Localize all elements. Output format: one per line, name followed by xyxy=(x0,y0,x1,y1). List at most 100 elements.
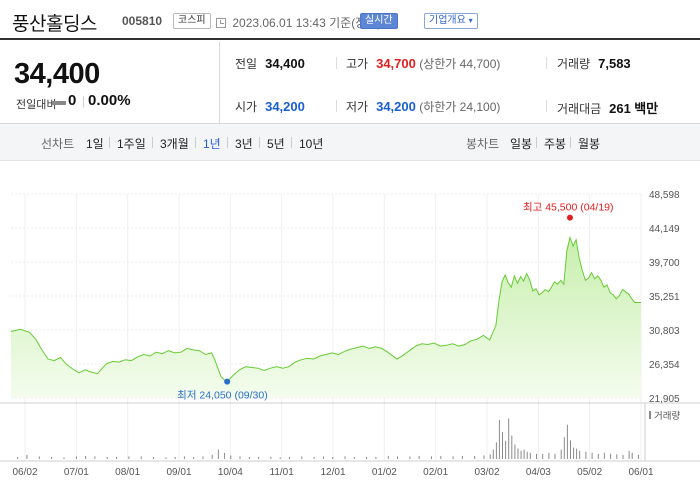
divider xyxy=(227,137,228,148)
trade-amount: 거래대금 261 백만 xyxy=(557,101,659,116)
volume-bar xyxy=(498,420,500,459)
x-tick-label: 07/01 xyxy=(64,467,89,477)
clock-icon xyxy=(216,18,226,28)
candle-monthly[interactable]: 월봉 xyxy=(578,137,601,151)
volume-bar xyxy=(631,452,633,459)
period-1w[interactable]: 1주일 xyxy=(117,137,146,151)
datetime: 2023.06.01 13:43 xyxy=(232,16,326,30)
change-value: 0 xyxy=(68,92,77,109)
volume-bar xyxy=(344,456,346,459)
volume-bar xyxy=(483,455,485,459)
volume-bar xyxy=(26,454,28,459)
volume-bar xyxy=(418,455,420,459)
period-1y[interactable]: 1년 xyxy=(203,137,221,151)
high-price: 고가 34,700 (상한가 44,700) xyxy=(346,56,501,71)
volume-bar xyxy=(474,455,476,459)
volume-bar xyxy=(508,418,510,459)
volume-bar xyxy=(17,456,19,459)
x-tick-label: 08/01 xyxy=(115,467,140,477)
volume-bar xyxy=(387,455,389,459)
volume-bar xyxy=(366,456,368,459)
y-tick-label: 44,149 xyxy=(649,224,680,235)
divider xyxy=(152,137,153,148)
divider xyxy=(219,42,220,124)
volume-bar xyxy=(116,456,117,459)
volume-bar xyxy=(489,454,491,459)
volume-bar xyxy=(128,456,130,459)
company-info-label: 기업개요 xyxy=(429,15,466,26)
volume-bar xyxy=(224,452,226,459)
y-tick-label: 39,700 xyxy=(649,258,680,269)
x-tick-label: 01/02 xyxy=(372,467,397,477)
x-tick-label: 06/02 xyxy=(12,467,37,477)
volume-bar xyxy=(566,424,568,459)
y-tick-label: 26,354 xyxy=(649,360,680,371)
volume-bar xyxy=(322,456,324,459)
volume-bar xyxy=(332,456,334,459)
company-info-button[interactable]: 기업개요 ▾ xyxy=(424,13,478,29)
low-annotation: 최저 24,050 (09/30) xyxy=(177,390,268,402)
y-tick-label: 48,598 xyxy=(649,190,680,201)
market-badge: 코스피 xyxy=(173,13,211,29)
price-line xyxy=(10,235,641,383)
chevron-down-icon: ▾ xyxy=(468,16,473,25)
volume-bar xyxy=(520,450,522,459)
price-chart[interactable]: 48,598 44,149 39,700 35,251 30,803 26,354 21,9… xyxy=(0,161,700,478)
open-price: 시가 34,200 xyxy=(235,99,305,114)
volume-bar xyxy=(409,456,411,459)
volume-bar xyxy=(431,456,432,459)
volume-bar xyxy=(610,453,612,459)
volume-bar xyxy=(353,456,355,459)
volume-bar xyxy=(529,452,531,459)
volume-bar xyxy=(165,457,167,459)
candle-daily[interactable]: 일봉 xyxy=(510,137,533,151)
volume-bar xyxy=(573,447,575,459)
low-marker xyxy=(224,378,231,385)
volume-bar xyxy=(183,456,185,459)
prev-close: 전일 34,400 xyxy=(235,56,305,71)
candle-weekly[interactable]: 주봉 xyxy=(544,137,567,151)
price-area xyxy=(11,237,641,398)
divider xyxy=(259,137,260,148)
company-name[interactable]: 풍산홀딩스 xyxy=(12,14,97,35)
volume-bar xyxy=(563,437,565,459)
high-annotation: 최고 45,500 (04/19) xyxy=(523,202,614,214)
volume-bar xyxy=(94,456,96,459)
volume-bar xyxy=(140,456,142,459)
low-price: 저가 34,200 (하한가 24,100) xyxy=(346,99,501,114)
y-axis-labels: 48,598 44,149 39,700 35,251 30,803 26,354 21,9… xyxy=(649,190,680,405)
volume-bar xyxy=(576,448,578,459)
volume-bar xyxy=(230,455,232,459)
x-tick-label: 12/01 xyxy=(320,467,345,477)
period-10y[interactable]: 10년 xyxy=(299,137,324,151)
line-chart-label: 선차트 xyxy=(41,137,75,151)
volume-bar xyxy=(505,440,507,459)
period-3m[interactable]: 3개월 xyxy=(160,137,189,151)
stock-header: 풍산홀딩스 005810 코스피 2023.06.01 13:43 기준(장중)… xyxy=(0,0,700,40)
change-percent: 0.00% xyxy=(88,92,131,109)
volume-bar xyxy=(313,456,315,459)
volume-bar xyxy=(397,456,398,459)
chart-annotations: 최고 45,500 (04/19) 최저 24,050 (09/30) xyxy=(177,202,613,402)
realtime-badge[interactable]: 실시간 xyxy=(360,13,398,29)
divider: | xyxy=(82,94,86,108)
x-tick-label: 06/01 xyxy=(628,467,653,477)
volume-bar xyxy=(570,440,571,459)
y-tick-label: 21,905 xyxy=(649,394,680,405)
volume-bar xyxy=(591,452,593,459)
period-5y[interactable]: 5년 xyxy=(267,137,285,151)
volume-bar xyxy=(239,456,241,459)
volume-bar xyxy=(258,456,260,459)
divider xyxy=(195,137,196,148)
volume-bar xyxy=(106,456,108,459)
volume-bar xyxy=(579,450,581,459)
period-1d[interactable]: 1일 xyxy=(86,137,104,151)
period-3y[interactable]: 3년 xyxy=(235,137,253,151)
divider xyxy=(336,100,337,112)
volume-bar xyxy=(492,449,494,459)
volume-bar xyxy=(616,454,618,459)
volume-bar xyxy=(526,451,528,459)
volume-bar xyxy=(536,453,537,459)
volume-bar xyxy=(202,456,204,459)
volume-bar xyxy=(597,453,599,459)
